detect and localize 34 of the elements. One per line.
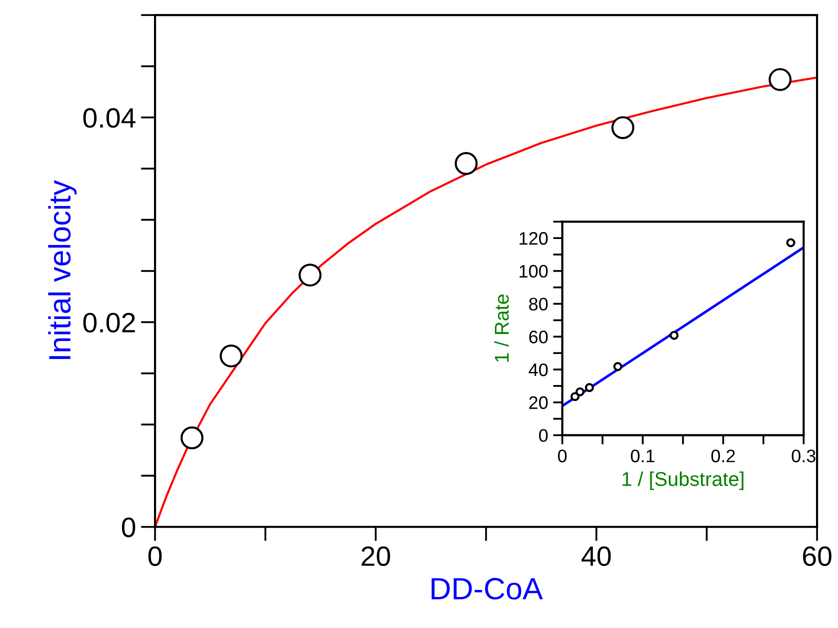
x-tick-label: 20 — [362, 546, 390, 566]
point — [786, 238, 796, 248]
y-tick-label: 20 — [529, 396, 548, 410]
y-tick-label: 100 — [520, 264, 548, 278]
point — [768, 68, 792, 92]
point — [454, 152, 478, 175]
x-axis-title: DD-CoA — [432, 578, 543, 600]
y-tick-label: 0 — [539, 429, 548, 442]
point — [180, 426, 204, 450]
x-axis-title: 1 / [Substrate] — [622, 471, 744, 490]
y-axis-title: 1 / Rate — [494, 294, 509, 362]
y-axis-title: Initial velocity — [48, 180, 77, 360]
point — [570, 392, 580, 402]
point — [613, 362, 622, 372]
y-tick-label: 0 — [122, 518, 136, 538]
point — [298, 264, 322, 287]
x-tick-label: 0 — [148, 546, 162, 566]
point — [575, 387, 585, 396]
point — [611, 116, 634, 140]
y-tick-label: 60 — [529, 330, 548, 344]
x-tick-label: 0 — [558, 450, 567, 462]
x-tick-label: 0.3 — [792, 450, 816, 462]
y-tick-label: 120 — [520, 232, 548, 245]
point — [220, 344, 243, 368]
x-tick-label: 60 — [803, 546, 832, 566]
y-tick-label: 80 — [529, 298, 548, 311]
x-tick-label: 40 — [582, 546, 611, 566]
y-tick-label: 0.02 — [83, 312, 135, 333]
x-tick-label: 0.2 — [711, 450, 735, 462]
point — [584, 383, 594, 392]
x-tick-label: 0.1 — [630, 450, 654, 462]
point — [670, 330, 679, 340]
y-tick-label: 40 — [528, 363, 548, 376]
y-tick-label: 0.04 — [83, 108, 136, 128]
